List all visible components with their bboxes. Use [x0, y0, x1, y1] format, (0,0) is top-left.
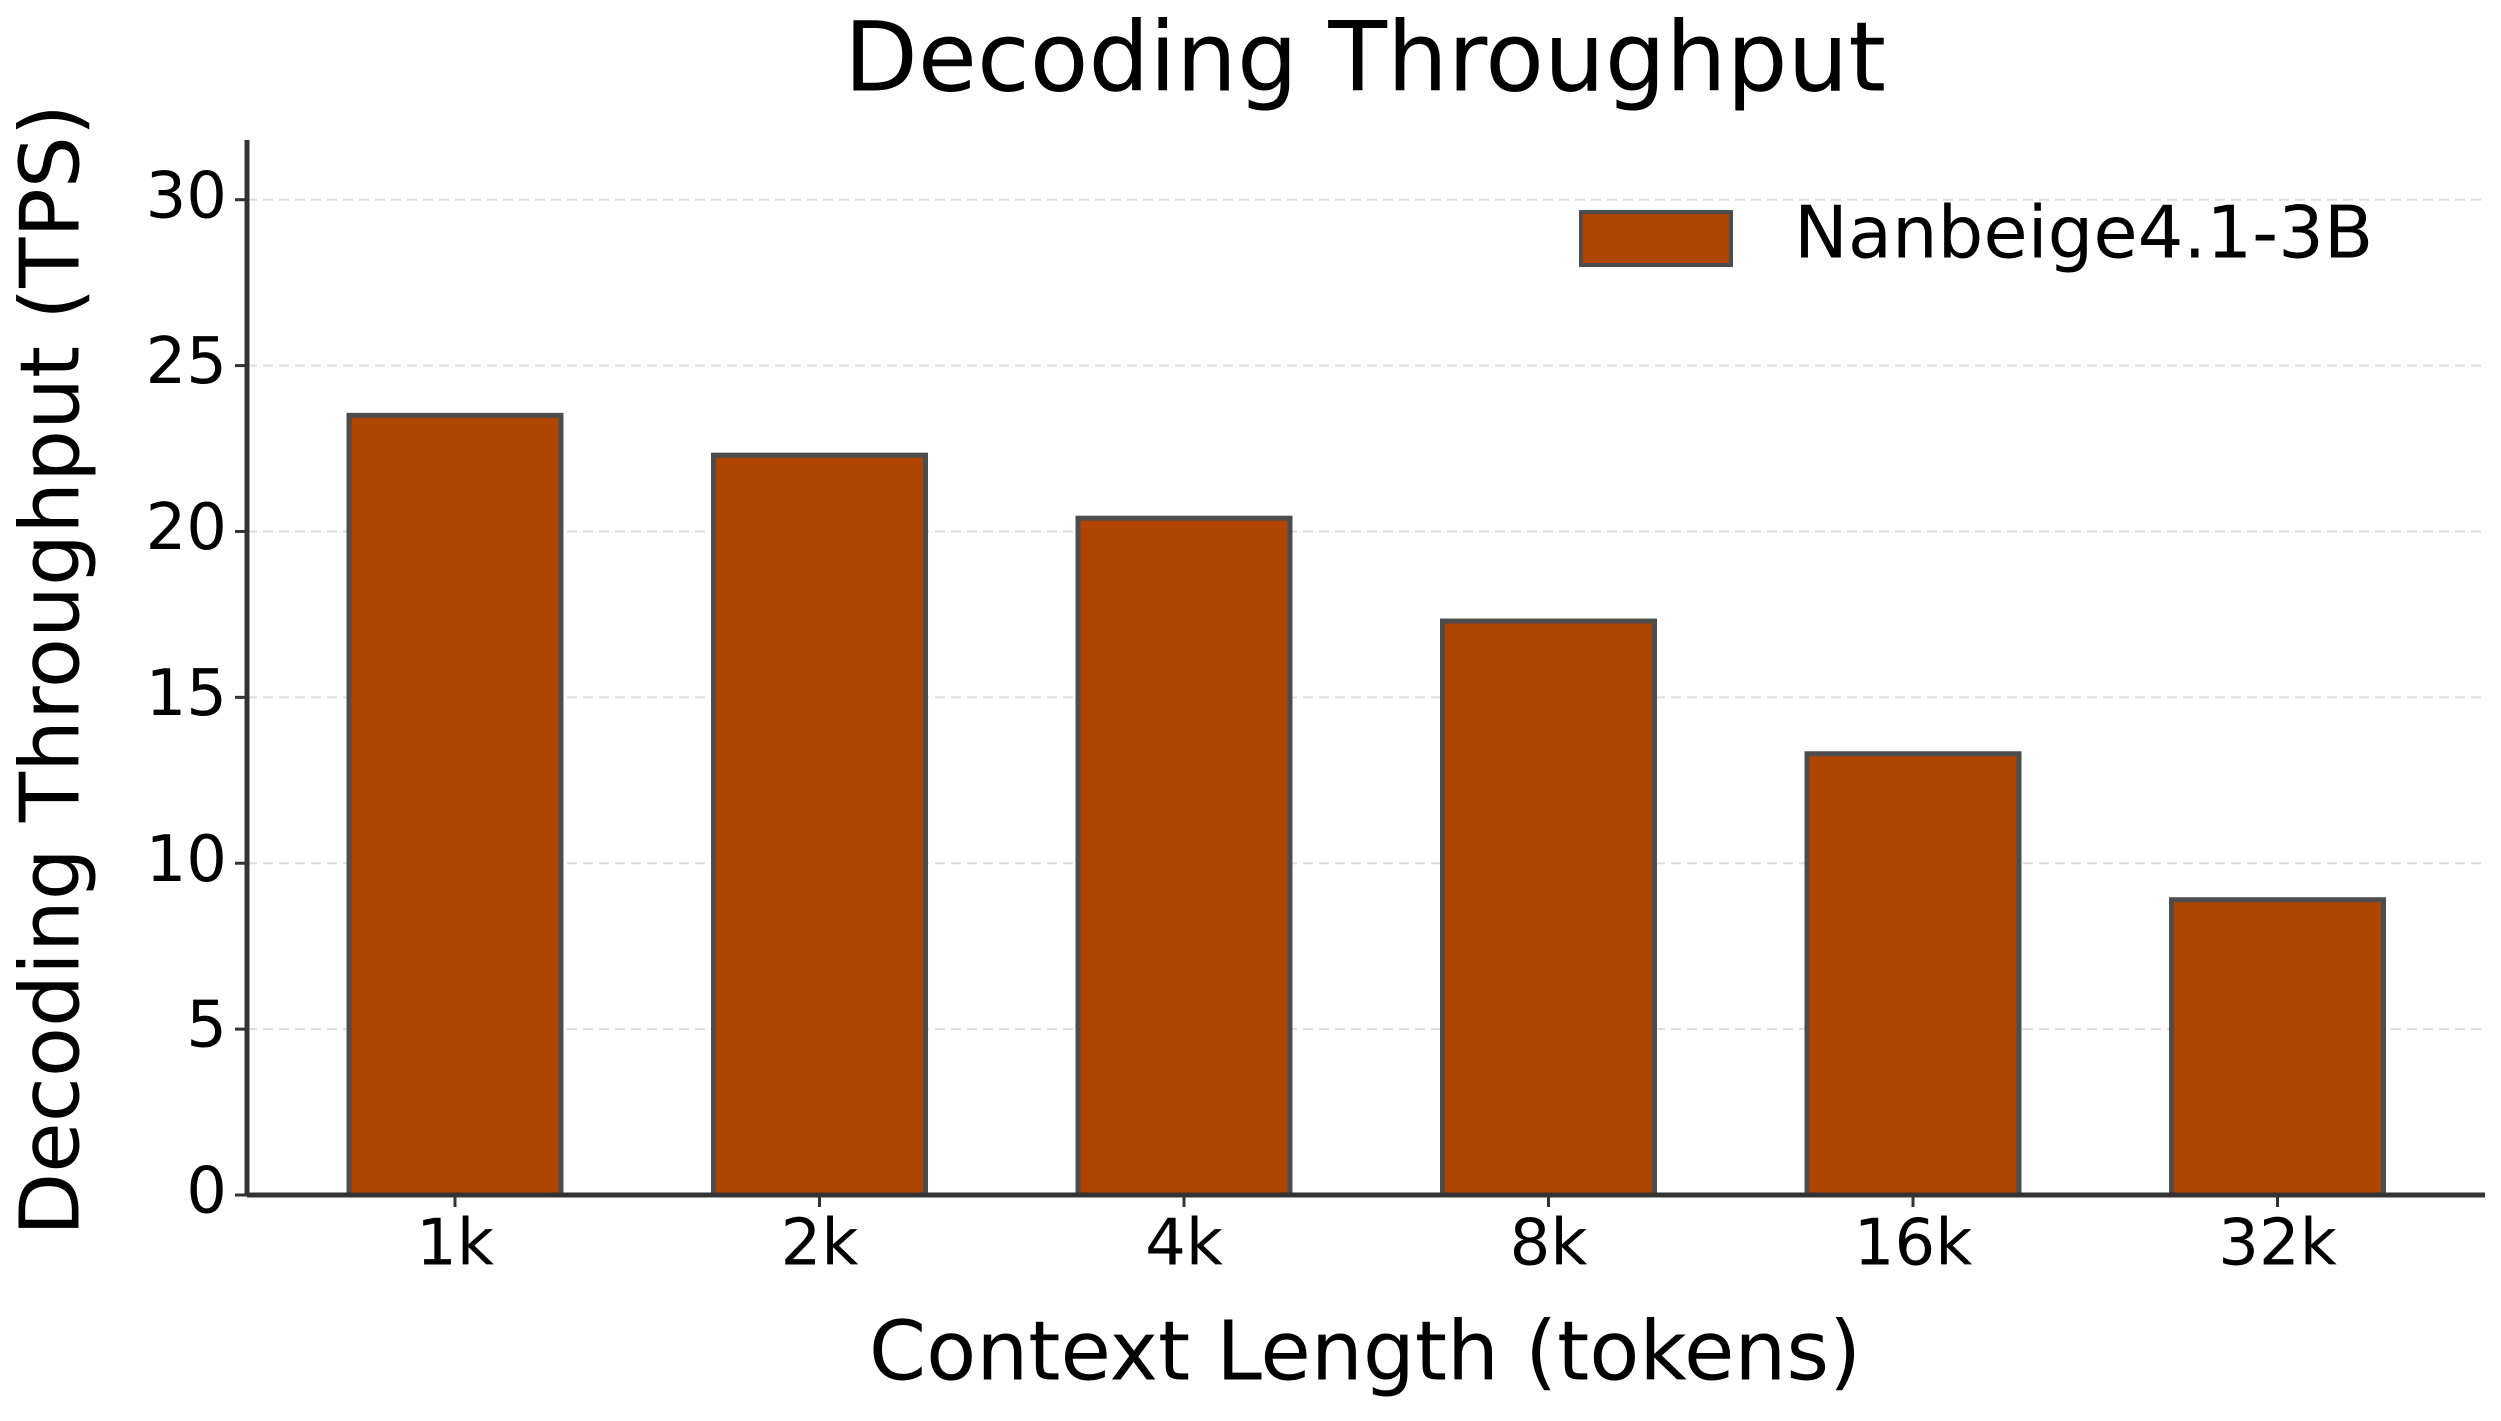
chart-title: Decoding Throughput: [844, 1, 1886, 113]
y-axis-label: Decoding Throughput (TPS): [3, 104, 98, 1236]
y-tick-label: 10: [146, 823, 227, 897]
legend-swatch: [1579, 210, 1733, 267]
y-tick-label: 0: [186, 1155, 227, 1229]
x-tick-label: 8k: [1510, 1207, 1588, 1281]
y-tick-label: 20: [146, 491, 227, 565]
y-tick-label: 30: [146, 159, 227, 233]
y-tick-label: 25: [146, 325, 227, 399]
y-tick-label: 15: [146, 657, 227, 731]
x-tick-label: 1k: [416, 1207, 494, 1281]
bar: [2169, 897, 2386, 1198]
x-tick-label: 4k: [1145, 1207, 1223, 1281]
y-tick-label: 5: [186, 989, 227, 1063]
x-axis-label: Context Length (tokens): [869, 1304, 1861, 1399]
x-tick-label: 2k: [781, 1207, 859, 1281]
bar: [346, 412, 564, 1198]
x-tick-label: 32k: [2218, 1207, 2337, 1281]
bar: [1075, 515, 1293, 1198]
bar: [1440, 618, 1657, 1198]
x-tick-label: 16k: [1854, 1207, 1973, 1281]
bar: [711, 452, 928, 1198]
bar: [1804, 751, 2022, 1198]
legend-label: Nanbeige4.1-3B: [1794, 191, 2373, 275]
